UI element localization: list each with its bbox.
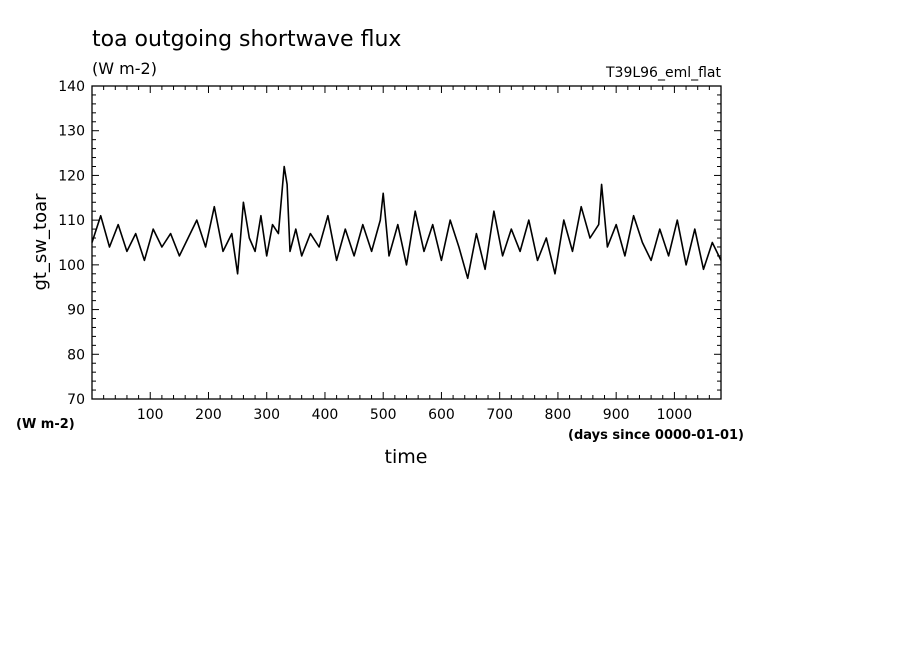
x-axis-units: (days since 0000-01-01) bbox=[568, 428, 744, 443]
x-tick-label: 700 bbox=[486, 407, 513, 423]
y-tick-label: 110 bbox=[58, 213, 85, 229]
case-label: T39L96_eml_flat bbox=[605, 65, 722, 81]
y-tick-label: 80 bbox=[67, 347, 85, 363]
y-axis-units: (W m-2) bbox=[16, 417, 75, 432]
x-tick-label: 500 bbox=[370, 407, 397, 423]
chart-subtitle: (W m-2) bbox=[92, 59, 157, 78]
series-line bbox=[91, 165, 722, 280]
x-axis-label: time bbox=[385, 446, 428, 468]
x-tick-label: 100 bbox=[137, 407, 164, 423]
y-axis-label: gt_sw_toar bbox=[30, 193, 51, 291]
x-tick-label: 800 bbox=[545, 407, 572, 423]
y-tick-label: 70 bbox=[67, 392, 85, 408]
x-tick-label: 200 bbox=[195, 407, 222, 423]
x-tick-label: 1000 bbox=[657, 407, 693, 423]
x-tick-labels: 100 200 300 400 500 600 700 800 900 1000 bbox=[137, 407, 692, 423]
y-tick-label: 100 bbox=[58, 258, 85, 274]
x-tick-label: 900 bbox=[603, 407, 630, 423]
y-tick-labels: 70 80 90 100 110 120 130 140 bbox=[58, 79, 85, 408]
y-tick-label: 90 bbox=[67, 303, 85, 319]
y-tick-label: 130 bbox=[58, 124, 85, 140]
x-tick-label: 400 bbox=[312, 407, 339, 423]
x-tick-label: 300 bbox=[253, 407, 280, 423]
x-tick-label: 600 bbox=[428, 407, 455, 423]
y-tick-label: 140 bbox=[58, 79, 85, 95]
chart-title: toa outgoing shortwave flux bbox=[92, 27, 401, 52]
axis-ticks bbox=[92, 86, 721, 399]
y-tick-label: 120 bbox=[58, 168, 85, 184]
